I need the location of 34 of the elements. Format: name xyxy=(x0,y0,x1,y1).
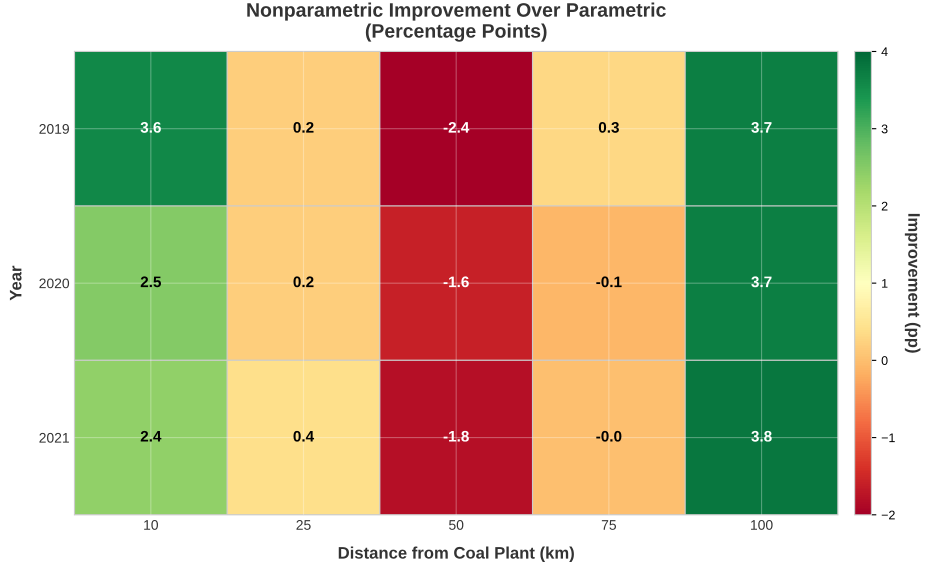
color-bar-label: 1 xyxy=(882,279,888,288)
x-tick-label: 75 xyxy=(602,520,616,530)
data-label: 3.8 xyxy=(751,430,772,442)
x-tick-label: 25 xyxy=(296,520,311,530)
color-bar-title: Improvement (pp) xyxy=(904,214,920,353)
x-tick-label: 50 xyxy=(449,520,464,530)
color-bar-label: −2 xyxy=(882,510,895,520)
data-label: -1.6 xyxy=(444,276,469,288)
color-bar-label: −1 xyxy=(882,434,895,442)
data-label: 0.4 xyxy=(293,430,314,442)
x-tick-label: 10 xyxy=(144,520,158,530)
color-bar-label: 2 xyxy=(882,202,888,210)
color-bar-label: 3 xyxy=(882,124,888,134)
y-axis-title: Year xyxy=(10,266,22,300)
data-label: 2.5 xyxy=(140,276,162,288)
data-label: 3.7 xyxy=(751,122,772,133)
data-label: 0.2 xyxy=(293,276,314,288)
data-label: 3.6 xyxy=(140,122,161,133)
color-bar-label: 0 xyxy=(882,356,888,366)
data-label: 2.4 xyxy=(140,430,162,442)
y-tick-label: 2020 xyxy=(39,278,70,288)
data-label: -2.4 xyxy=(444,122,470,133)
chart-title: Nonparametric Improvement Over Parametric (Percentage Points) xyxy=(247,2,666,42)
data-label: 0.2 xyxy=(293,122,314,133)
data-label: 0.3 xyxy=(598,122,619,133)
data-label: -1.8 xyxy=(444,430,469,442)
color-bar-label: 4 xyxy=(881,47,888,56)
data-label: -0.0 xyxy=(596,430,622,442)
data-label: 3.7 xyxy=(751,276,772,288)
x-axis-title: Distance from Coal Plant (km) xyxy=(338,546,574,562)
data-label: -0.1 xyxy=(596,276,622,288)
y-tick-label: 2021 xyxy=(39,432,69,443)
x-tick-label: 100 xyxy=(751,520,773,530)
y-tick-label: 2019 xyxy=(39,124,69,134)
